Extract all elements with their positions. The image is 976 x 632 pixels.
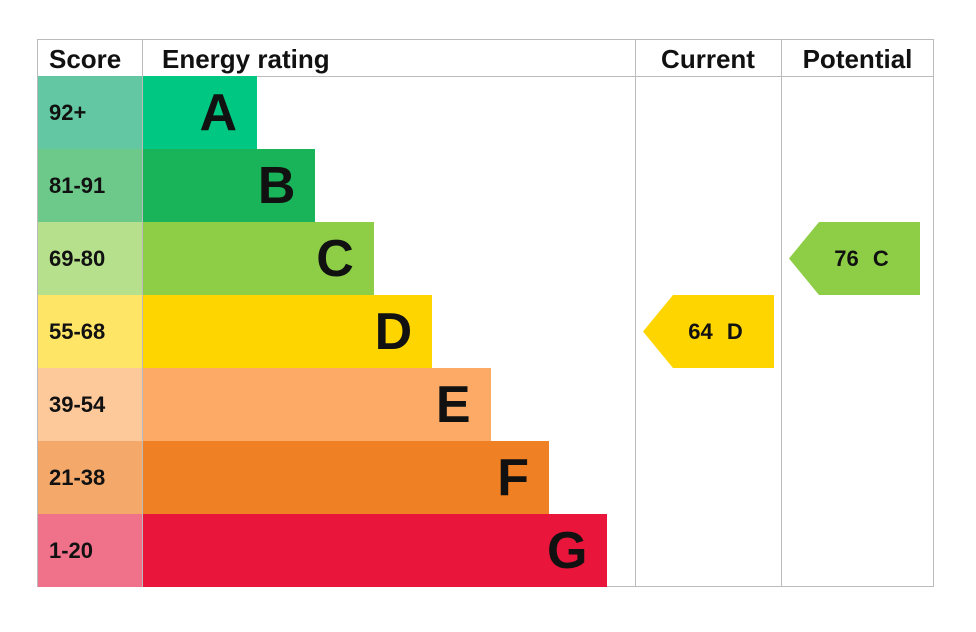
current-rating-arrow: 64 D [643,295,774,368]
rating-bar-e: E [143,368,491,441]
score-range-e: 39-54 [38,368,142,441]
score-range-b: 81-91 [38,149,142,222]
rating-bar-b: B [143,149,316,222]
energy-rating-chart: Score Energy rating Current Potential 92… [37,39,934,587]
rating-bar-g: G [143,514,608,587]
score-divider [142,40,143,586]
header-energy-rating: Energy rating [162,44,330,74]
score-range-g: 1-20 [38,514,142,587]
potential-rating-label: 76 C [834,245,889,271]
header-potential: Potential [802,44,913,74]
rating-bar-f: F [143,441,549,514]
header-score: Score [49,44,122,74]
score-range-d: 55-68 [38,295,142,368]
current-divider [635,40,636,586]
score-range-f: 21-38 [38,441,142,514]
rating-bar-c: C [143,222,374,295]
current-rating-label: 64 D [688,318,743,344]
rating-bar-d: D [143,295,433,368]
rating-bar-a: A [143,76,257,149]
potential-rating-arrow: 76 C [789,222,920,295]
potential-divider [781,40,782,586]
score-range-c: 69-80 [38,222,142,295]
header-divider [38,76,933,77]
score-range-a: 92+ [38,76,142,149]
header-current: Current [661,44,755,74]
